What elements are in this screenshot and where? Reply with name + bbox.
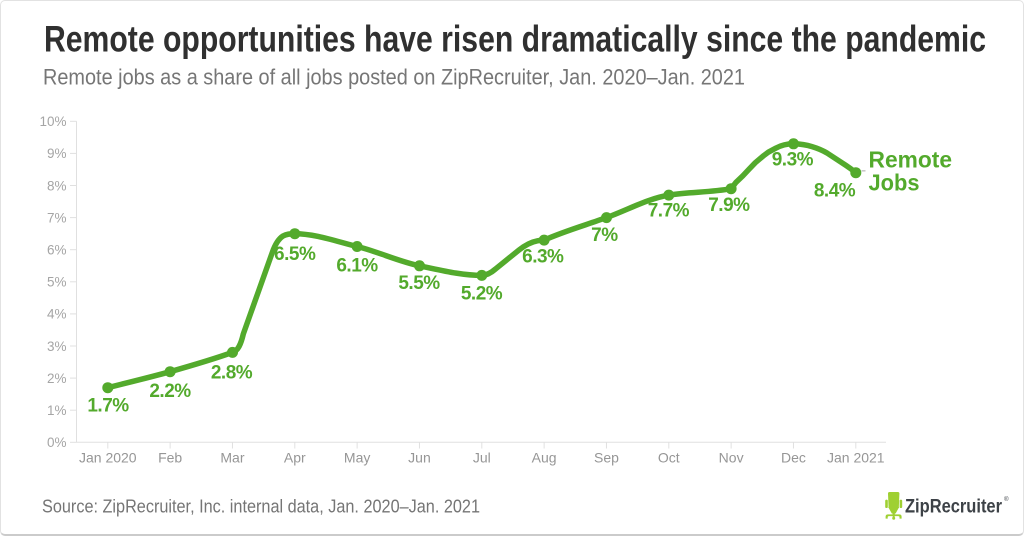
svg-text:Mar: Mar (220, 449, 244, 465)
svg-text:Nov: Nov (719, 449, 744, 465)
svg-text:Jan 2021: Jan 2021 (827, 449, 885, 465)
svg-text:8.4%: 8.4% (814, 181, 856, 202)
svg-text:5.5%: 5.5% (398, 273, 440, 294)
svg-text:3%: 3% (47, 339, 67, 354)
svg-text:May: May (344, 449, 370, 465)
svg-text:Apr: Apr (284, 449, 306, 465)
svg-text:Remote: Remote (869, 146, 953, 172)
svg-text:Jobs: Jobs (869, 170, 920, 196)
svg-text:6%: 6% (47, 243, 67, 258)
svg-text:Remote opportunities have rise: Remote opportunities have risen dramatic… (44, 19, 986, 60)
svg-text:®: ® (1004, 496, 1009, 503)
svg-text:7.7%: 7.7% (648, 200, 690, 221)
svg-text:Jan 2020: Jan 2020 (79, 449, 137, 465)
svg-text:Sep: Sep (594, 449, 619, 465)
svg-text:5%: 5% (47, 275, 67, 290)
svg-text:8%: 8% (47, 178, 67, 193)
svg-text:Jul: Jul (473, 449, 491, 465)
svg-text:7%: 7% (47, 210, 67, 225)
svg-text:Jun: Jun (408, 449, 431, 465)
svg-text:0%: 0% (47, 435, 67, 450)
svg-text:Dec: Dec (781, 449, 806, 465)
svg-text:4%: 4% (47, 307, 67, 322)
svg-text:7.9%: 7.9% (708, 195, 750, 216)
svg-text:1.7%: 1.7% (87, 396, 129, 417)
svg-text:Feb: Feb (158, 449, 182, 465)
svg-text:6.5%: 6.5% (274, 244, 316, 265)
svg-text:2.2%: 2.2% (149, 381, 191, 402)
svg-text:9.3%: 9.3% (772, 149, 814, 170)
svg-text:6.3%: 6.3% (522, 246, 564, 267)
svg-text:7%: 7% (591, 225, 618, 246)
svg-text:6.1%: 6.1% (336, 255, 378, 276)
svg-text:5.2%: 5.2% (461, 284, 503, 305)
svg-text:Source: ZipRecruiter, Inc. int: Source: ZipRecruiter, Inc. internal data… (42, 497, 480, 517)
svg-text:1%: 1% (47, 403, 67, 418)
svg-text:9%: 9% (47, 146, 67, 161)
svg-text:Remote jobs as a share of all: Remote jobs as a share of all jobs poste… (43, 65, 745, 90)
svg-text:Oct: Oct (658, 449, 680, 465)
svg-text:Aug: Aug (532, 449, 557, 465)
svg-text:10%: 10% (39, 114, 66, 129)
svg-text:2.8%: 2.8% (211, 363, 253, 384)
svg-text:2%: 2% (47, 371, 67, 386)
svg-text:ZipRecruiter: ZipRecruiter (905, 497, 1003, 518)
